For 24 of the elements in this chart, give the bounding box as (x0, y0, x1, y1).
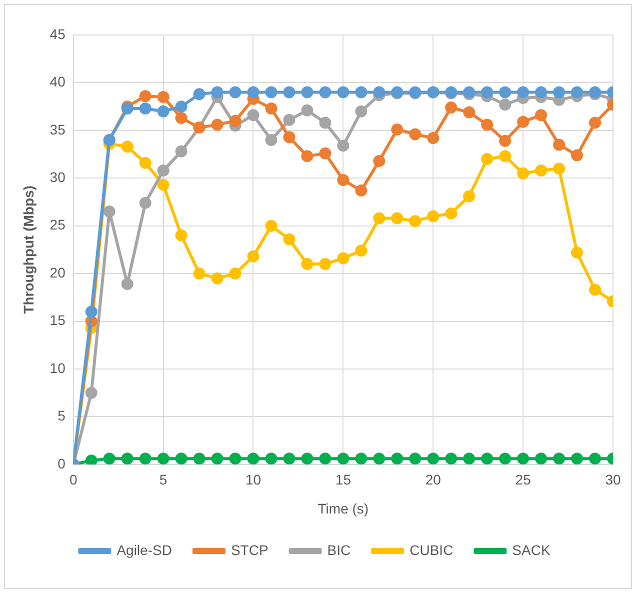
legend-label: SACK (512, 542, 551, 558)
x-tick-label: 0 (69, 472, 78, 488)
y-tick-label: 0 (58, 455, 66, 472)
y-tick-label: 20 (50, 264, 66, 280)
y-tick-label: 25 (50, 216, 66, 233)
legend-label: CUBIC (410, 542, 454, 558)
y-tick-label: 15 (50, 312, 66, 328)
y-tick-label: 40 (50, 74, 66, 90)
legend-label: STCP (230, 542, 268, 558)
x-tick-label: 10 (245, 472, 262, 488)
x-tick-label: 5 (159, 472, 168, 488)
y-tick-label: 30 (50, 168, 66, 185)
y-tick-label: 45 (50, 26, 66, 42)
y-tick-label: 10 (50, 360, 66, 376)
y-tick-label: 5 (58, 408, 66, 424)
x-tick-label: 25 (515, 472, 532, 488)
x-axis-title: Time (s) (318, 500, 369, 516)
x-tick-label: 15 (335, 472, 352, 488)
x-tick-label: 30 (605, 472, 621, 488)
y-axis-title: Throughput (Mbps) (20, 186, 36, 314)
x-tick-label: 20 (425, 472, 442, 488)
legend-label: BIC (327, 542, 351, 558)
legend-label: Agile-SD (116, 542, 172, 558)
y-tick-label: 35 (50, 121, 66, 138)
